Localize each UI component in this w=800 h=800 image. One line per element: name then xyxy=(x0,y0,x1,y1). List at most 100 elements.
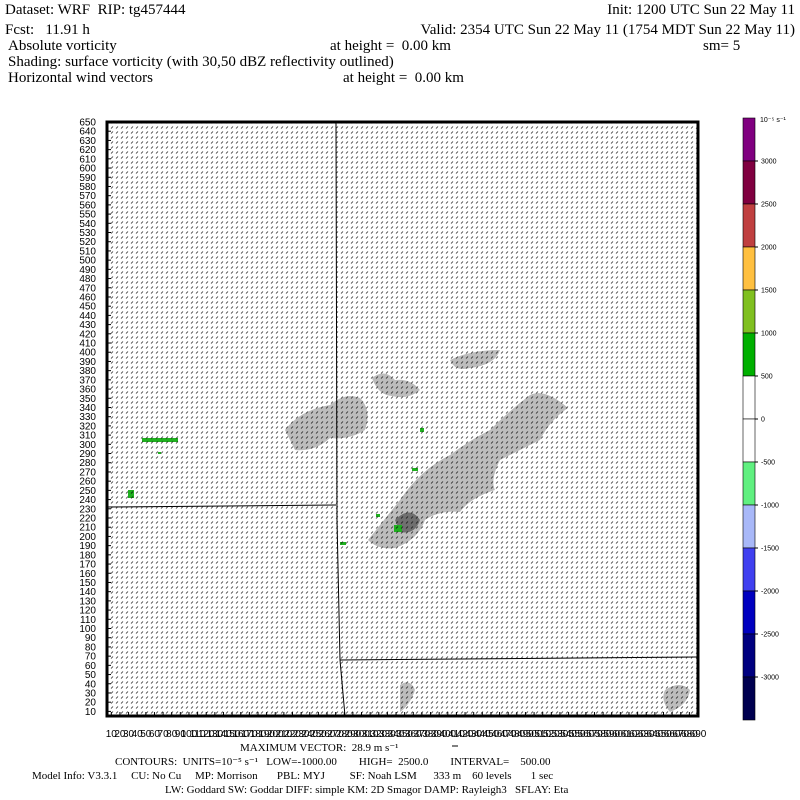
x-tick-label: 50 xyxy=(140,729,152,740)
colorbar-box xyxy=(742,289,756,334)
x-tick-label: 530 xyxy=(552,729,569,740)
x-tick-label: 460 xyxy=(491,729,508,740)
field-height: at height = 0.00 km xyxy=(330,38,451,54)
x-tick-label: 100 xyxy=(181,729,198,740)
colorbar-label: 3000 xyxy=(761,159,777,166)
y-tick-label: 180 xyxy=(79,550,96,561)
valid-time: Valid: 2354 UTC Sun 22 May 11 (1754 MDT … xyxy=(421,22,795,38)
x-tick-label: 200 xyxy=(267,729,284,740)
y-tick-label: 340 xyxy=(79,403,96,414)
colorbar-box xyxy=(742,117,756,162)
y-tick-label: 160 xyxy=(79,569,96,580)
y-tick-label: 640 xyxy=(79,127,96,138)
y-tick-label: 550 xyxy=(79,210,96,221)
y-tick-label: 470 xyxy=(79,283,96,294)
y-tick-label: 20 xyxy=(85,698,97,709)
x-tick-label: 90 xyxy=(175,729,187,740)
colorbar-label: 2500 xyxy=(761,202,777,209)
x-tick-label: 410 xyxy=(448,729,465,740)
y-tick-label: 590 xyxy=(79,173,96,184)
colorbar-box xyxy=(742,504,756,549)
y-tick-label: 320 xyxy=(79,421,96,432)
x-tick-label: 510 xyxy=(534,729,551,740)
x-tick-label: 500 xyxy=(526,729,543,740)
shading-desc: Shading: surface vorticity (with 30,50 d… xyxy=(8,54,394,70)
colorbar-label: 0 xyxy=(761,417,765,424)
y-tick-label: 140 xyxy=(79,587,96,598)
wind-vectors xyxy=(107,122,698,716)
x-tick-label: 30 xyxy=(123,729,135,740)
y-tick-label: 40 xyxy=(85,679,97,690)
colorbar-label: 1000 xyxy=(761,331,777,338)
y-tick-label: 230 xyxy=(79,504,96,515)
state-borders xyxy=(106,121,699,717)
y-tick-label: 410 xyxy=(79,339,96,350)
y-tick-label: 120 xyxy=(79,606,96,617)
y-tick-label: 390 xyxy=(79,357,96,368)
y-tick-label: 460 xyxy=(79,292,96,303)
y-tick-label: 310 xyxy=(79,431,96,442)
y-tick-label: 150 xyxy=(79,578,96,589)
y-tick-label: 330 xyxy=(79,412,96,423)
field-name: Absolute vorticity xyxy=(8,38,117,54)
y-tick-label: 260 xyxy=(79,477,96,488)
y-tick-label: 50 xyxy=(85,670,97,681)
y-tick-label: 580 xyxy=(79,182,96,193)
x-tick-label: 620 xyxy=(629,729,646,740)
colorbar-box xyxy=(742,461,756,506)
colorbar-label: -2000 xyxy=(761,589,779,596)
forecast-hour: Fcst: 11.91 h xyxy=(5,22,90,38)
x-tick-label: 40 xyxy=(132,729,144,740)
colorbar-box xyxy=(742,203,756,248)
x-tick-label: 180 xyxy=(250,729,267,740)
x-tick-label: 400 xyxy=(439,729,456,740)
colorbar-label: -3000 xyxy=(761,675,779,682)
x-tick-label: 600 xyxy=(612,729,629,740)
y-tick-label: 530 xyxy=(79,228,96,239)
colorbar-box xyxy=(742,375,756,420)
y-tick-label: 250 xyxy=(79,486,96,497)
x-tick-label: 340 xyxy=(388,729,405,740)
x-tick-label: 70 xyxy=(158,729,170,740)
y-tick-label: 280 xyxy=(79,458,96,469)
vectors-height: at height = 0.00 km xyxy=(343,70,464,86)
x-tick-label: 110 xyxy=(190,729,206,740)
contour-info: CONTOURS: UNITS=10⁻⁵ s⁻¹ LOW=-1000.00 HI… xyxy=(115,756,551,768)
y-tick-label: 360 xyxy=(79,385,96,396)
dataset: Dataset: WRF RIP: tg457444 xyxy=(5,2,186,18)
x-tick-label: 540 xyxy=(560,729,577,740)
colorbar-unit: 10⁻⁵ s⁻¹ xyxy=(760,117,787,124)
x-tick-label: 670 xyxy=(672,729,689,740)
x-tick-label: 170 xyxy=(241,729,258,740)
x-tick-label: 290 xyxy=(345,729,362,740)
x-tick-label: 570 xyxy=(586,729,603,740)
y-tick-label: 430 xyxy=(79,320,96,331)
colorbar-label: -1500 xyxy=(761,546,779,553)
x-tick-label: 470 xyxy=(500,729,517,740)
y-tick-label: 630 xyxy=(79,136,96,147)
colorbar-box xyxy=(742,418,756,463)
y-tick-label: 170 xyxy=(79,560,96,571)
x-tick-label: 430 xyxy=(465,729,482,740)
y-tick-label: 90 xyxy=(85,633,97,644)
x-tick-label: 390 xyxy=(431,729,448,740)
y-tick-label: 400 xyxy=(79,348,96,359)
y-tick-label: 100 xyxy=(79,624,96,635)
vectors-desc: Horizontal wind vectors xyxy=(8,70,153,86)
x-tick-label: 140 xyxy=(215,729,232,740)
y-tick-label: 270 xyxy=(79,467,96,478)
y-tick-label: 80 xyxy=(85,642,97,653)
y-tick-label: 490 xyxy=(79,265,96,276)
x-tick-label: 550 xyxy=(569,729,586,740)
x-tick-label: 420 xyxy=(457,729,474,740)
x-tick-label: 260 xyxy=(319,729,336,740)
y-tick-label: 300 xyxy=(79,440,96,451)
y-tick-label: 190 xyxy=(79,541,96,552)
y-tick-label: 110 xyxy=(80,615,96,626)
x-tick-label: 250 xyxy=(310,729,327,740)
init-time: Init: 1200 UTC Sun 22 May 11 xyxy=(607,2,795,18)
x-tick-label: 590 xyxy=(603,729,620,740)
y-tick-label: 450 xyxy=(79,302,96,313)
y-tick-label: 380 xyxy=(79,366,96,377)
